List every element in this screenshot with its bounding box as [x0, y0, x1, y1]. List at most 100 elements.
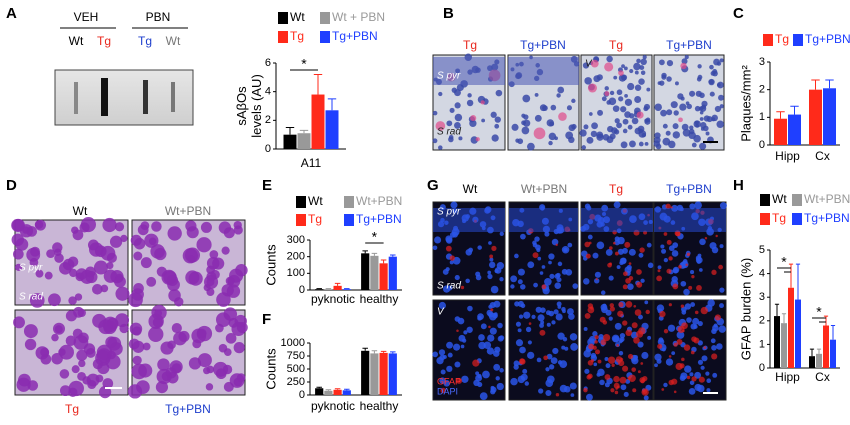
cell [701, 100, 708, 107]
stain [633, 304, 637, 308]
cell [460, 344, 465, 349]
cell [539, 271, 544, 275]
cell [133, 251, 143, 261]
cell [487, 334, 495, 342]
legend-label: Tg+PBN [332, 29, 378, 43]
column-label: Tg [463, 38, 477, 52]
stain [627, 353, 634, 360]
cell [18, 373, 31, 387]
error-bar [344, 288, 350, 290]
cell [699, 92, 705, 99]
legend-swatch [320, 12, 330, 24]
cell [697, 253, 702, 258]
cell [226, 284, 241, 298]
y-axis-title: sAβOs [234, 86, 249, 126]
cell [565, 268, 573, 276]
cell [562, 309, 566, 314]
cell [700, 365, 705, 370]
cell [711, 114, 718, 122]
stain [688, 285, 693, 290]
cell [682, 128, 691, 137]
cell [432, 245, 438, 251]
cell [621, 64, 625, 69]
cell [570, 343, 578, 351]
cell [618, 96, 624, 102]
cell [223, 381, 234, 392]
cell [556, 93, 561, 98]
bar [781, 323, 787, 368]
cell [711, 328, 717, 335]
cell [608, 275, 614, 281]
cell [221, 246, 230, 255]
bar [774, 118, 787, 145]
cell [490, 385, 495, 390]
cell [510, 284, 515, 289]
stain [676, 338, 683, 345]
cell [102, 217, 117, 233]
legend-label: Wt+PBN [356, 194, 402, 208]
cell [699, 117, 704, 121]
column-label: Tg [65, 402, 79, 416]
stain [623, 271, 628, 277]
error-bar [390, 254, 396, 257]
cell [79, 222, 90, 233]
panel-label: G [427, 177, 439, 194]
stain [609, 303, 615, 308]
cell [65, 335, 77, 346]
error-bar [809, 348, 815, 357]
cell [521, 126, 530, 135]
cell [477, 382, 483, 388]
stain [682, 329, 685, 333]
stain [541, 284, 547, 290]
cell [494, 268, 499, 274]
blot-group: PBN [146, 10, 171, 24]
error-bar [325, 288, 332, 290]
cell [466, 99, 474, 107]
stain [681, 322, 688, 330]
bar [324, 390, 333, 395]
cell [51, 333, 59, 342]
stain [625, 329, 633, 337]
error-bar [325, 389, 332, 391]
cell [544, 231, 550, 237]
cell [466, 326, 473, 333]
stain [686, 252, 691, 257]
cell [132, 326, 142, 336]
cell [683, 288, 690, 296]
cell [234, 314, 247, 328]
cell [691, 142, 697, 148]
cell [59, 369, 70, 379]
y-axis-title: Counts [263, 348, 278, 390]
cell [591, 122, 598, 130]
cell [531, 314, 536, 319]
cell [206, 287, 215, 297]
y-tick-label: 3 [759, 291, 765, 303]
x-tick-label: pyknotic [311, 399, 355, 413]
stain [680, 62, 687, 70]
cell [563, 247, 568, 253]
error-bar [285, 127, 295, 135]
cell [718, 94, 724, 101]
y-tick-label: 0 [759, 139, 765, 151]
cell [76, 349, 88, 361]
cell [545, 310, 551, 316]
stain-label: DAPI [437, 386, 458, 396]
cell [638, 78, 645, 85]
cell [697, 64, 702, 69]
cell [663, 257, 669, 263]
cell [517, 375, 526, 384]
stain [604, 62, 614, 72]
cell [622, 118, 629, 125]
cell [597, 368, 605, 377]
cell [490, 285, 499, 294]
cell [694, 201, 702, 210]
error-bar [776, 111, 785, 119]
cell [489, 257, 494, 262]
x-tick-label: healthy [360, 292, 399, 306]
bar [388, 353, 397, 395]
cell [73, 335, 89, 350]
cell [616, 122, 622, 129]
cell [634, 96, 642, 103]
cell [524, 381, 529, 386]
cell [594, 278, 600, 284]
